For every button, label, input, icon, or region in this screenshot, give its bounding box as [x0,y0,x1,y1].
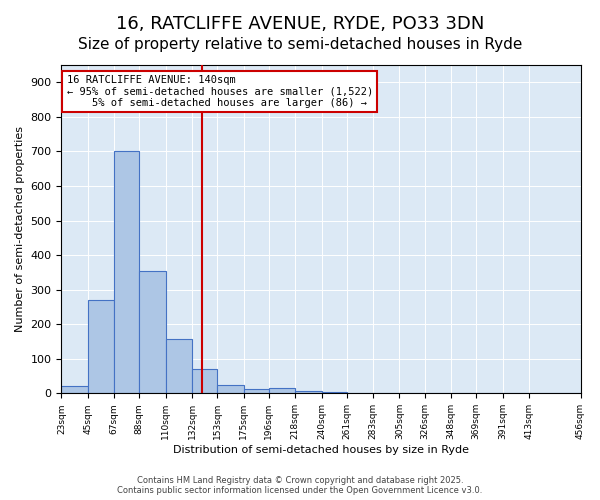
Bar [322,392,347,394]
Bar [114,152,139,394]
Bar [61,386,88,394]
Bar [217,384,244,394]
Bar [139,272,166,394]
Text: 16, RATCLIFFE AVENUE, RYDE, PO33 3DN: 16, RATCLIFFE AVENUE, RYDE, PO33 3DN [116,15,484,33]
Bar [295,390,322,394]
Bar [88,300,114,394]
Text: Size of property relative to semi-detached houses in Ryde: Size of property relative to semi-detach… [78,38,522,52]
Bar [244,389,269,394]
Bar [166,339,192,394]
X-axis label: Distribution of semi-detached houses by size in Ryde: Distribution of semi-detached houses by … [173,445,469,455]
Text: Contains HM Land Registry data © Crown copyright and database right 2025.
Contai: Contains HM Land Registry data © Crown c… [118,476,482,495]
Y-axis label: Number of semi-detached properties: Number of semi-detached properties [15,126,25,332]
Bar [192,369,217,394]
Bar [269,388,295,394]
Text: 16 RATCLIFFE AVENUE: 140sqm
← 95% of semi-detached houses are smaller (1,522)
  : 16 RATCLIFFE AVENUE: 140sqm ← 95% of sem… [67,75,373,108]
